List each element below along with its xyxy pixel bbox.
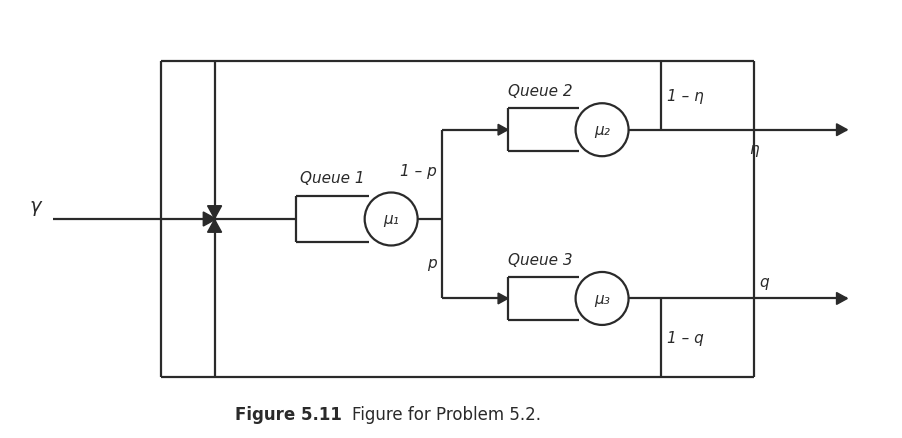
Text: 1 – q: 1 – q xyxy=(667,330,704,346)
Polygon shape xyxy=(498,125,508,136)
Text: q: q xyxy=(759,274,769,289)
Circle shape xyxy=(364,193,418,246)
Polygon shape xyxy=(836,124,847,136)
Polygon shape xyxy=(836,293,847,305)
Text: γ: γ xyxy=(29,197,41,215)
Text: Queue 3: Queue 3 xyxy=(508,252,573,268)
Polygon shape xyxy=(207,206,222,219)
Polygon shape xyxy=(207,220,222,233)
Text: Queue 1: Queue 1 xyxy=(300,170,365,185)
Text: Figure for Problem 5.2.: Figure for Problem 5.2. xyxy=(352,405,541,423)
Text: Queue 2: Queue 2 xyxy=(508,84,573,99)
Circle shape xyxy=(575,104,629,157)
Text: μ₂: μ₂ xyxy=(594,123,610,138)
Polygon shape xyxy=(498,293,508,304)
Text: μ₃: μ₃ xyxy=(594,291,610,306)
Text: p: p xyxy=(427,255,437,271)
Text: Figure 5.11: Figure 5.11 xyxy=(235,405,342,423)
Text: η: η xyxy=(750,142,759,157)
Text: 1 – p: 1 – p xyxy=(400,163,437,179)
Polygon shape xyxy=(203,212,216,226)
Circle shape xyxy=(575,272,629,325)
Text: μ₁: μ₁ xyxy=(383,212,399,227)
Text: 1 – η: 1 – η xyxy=(667,88,704,104)
